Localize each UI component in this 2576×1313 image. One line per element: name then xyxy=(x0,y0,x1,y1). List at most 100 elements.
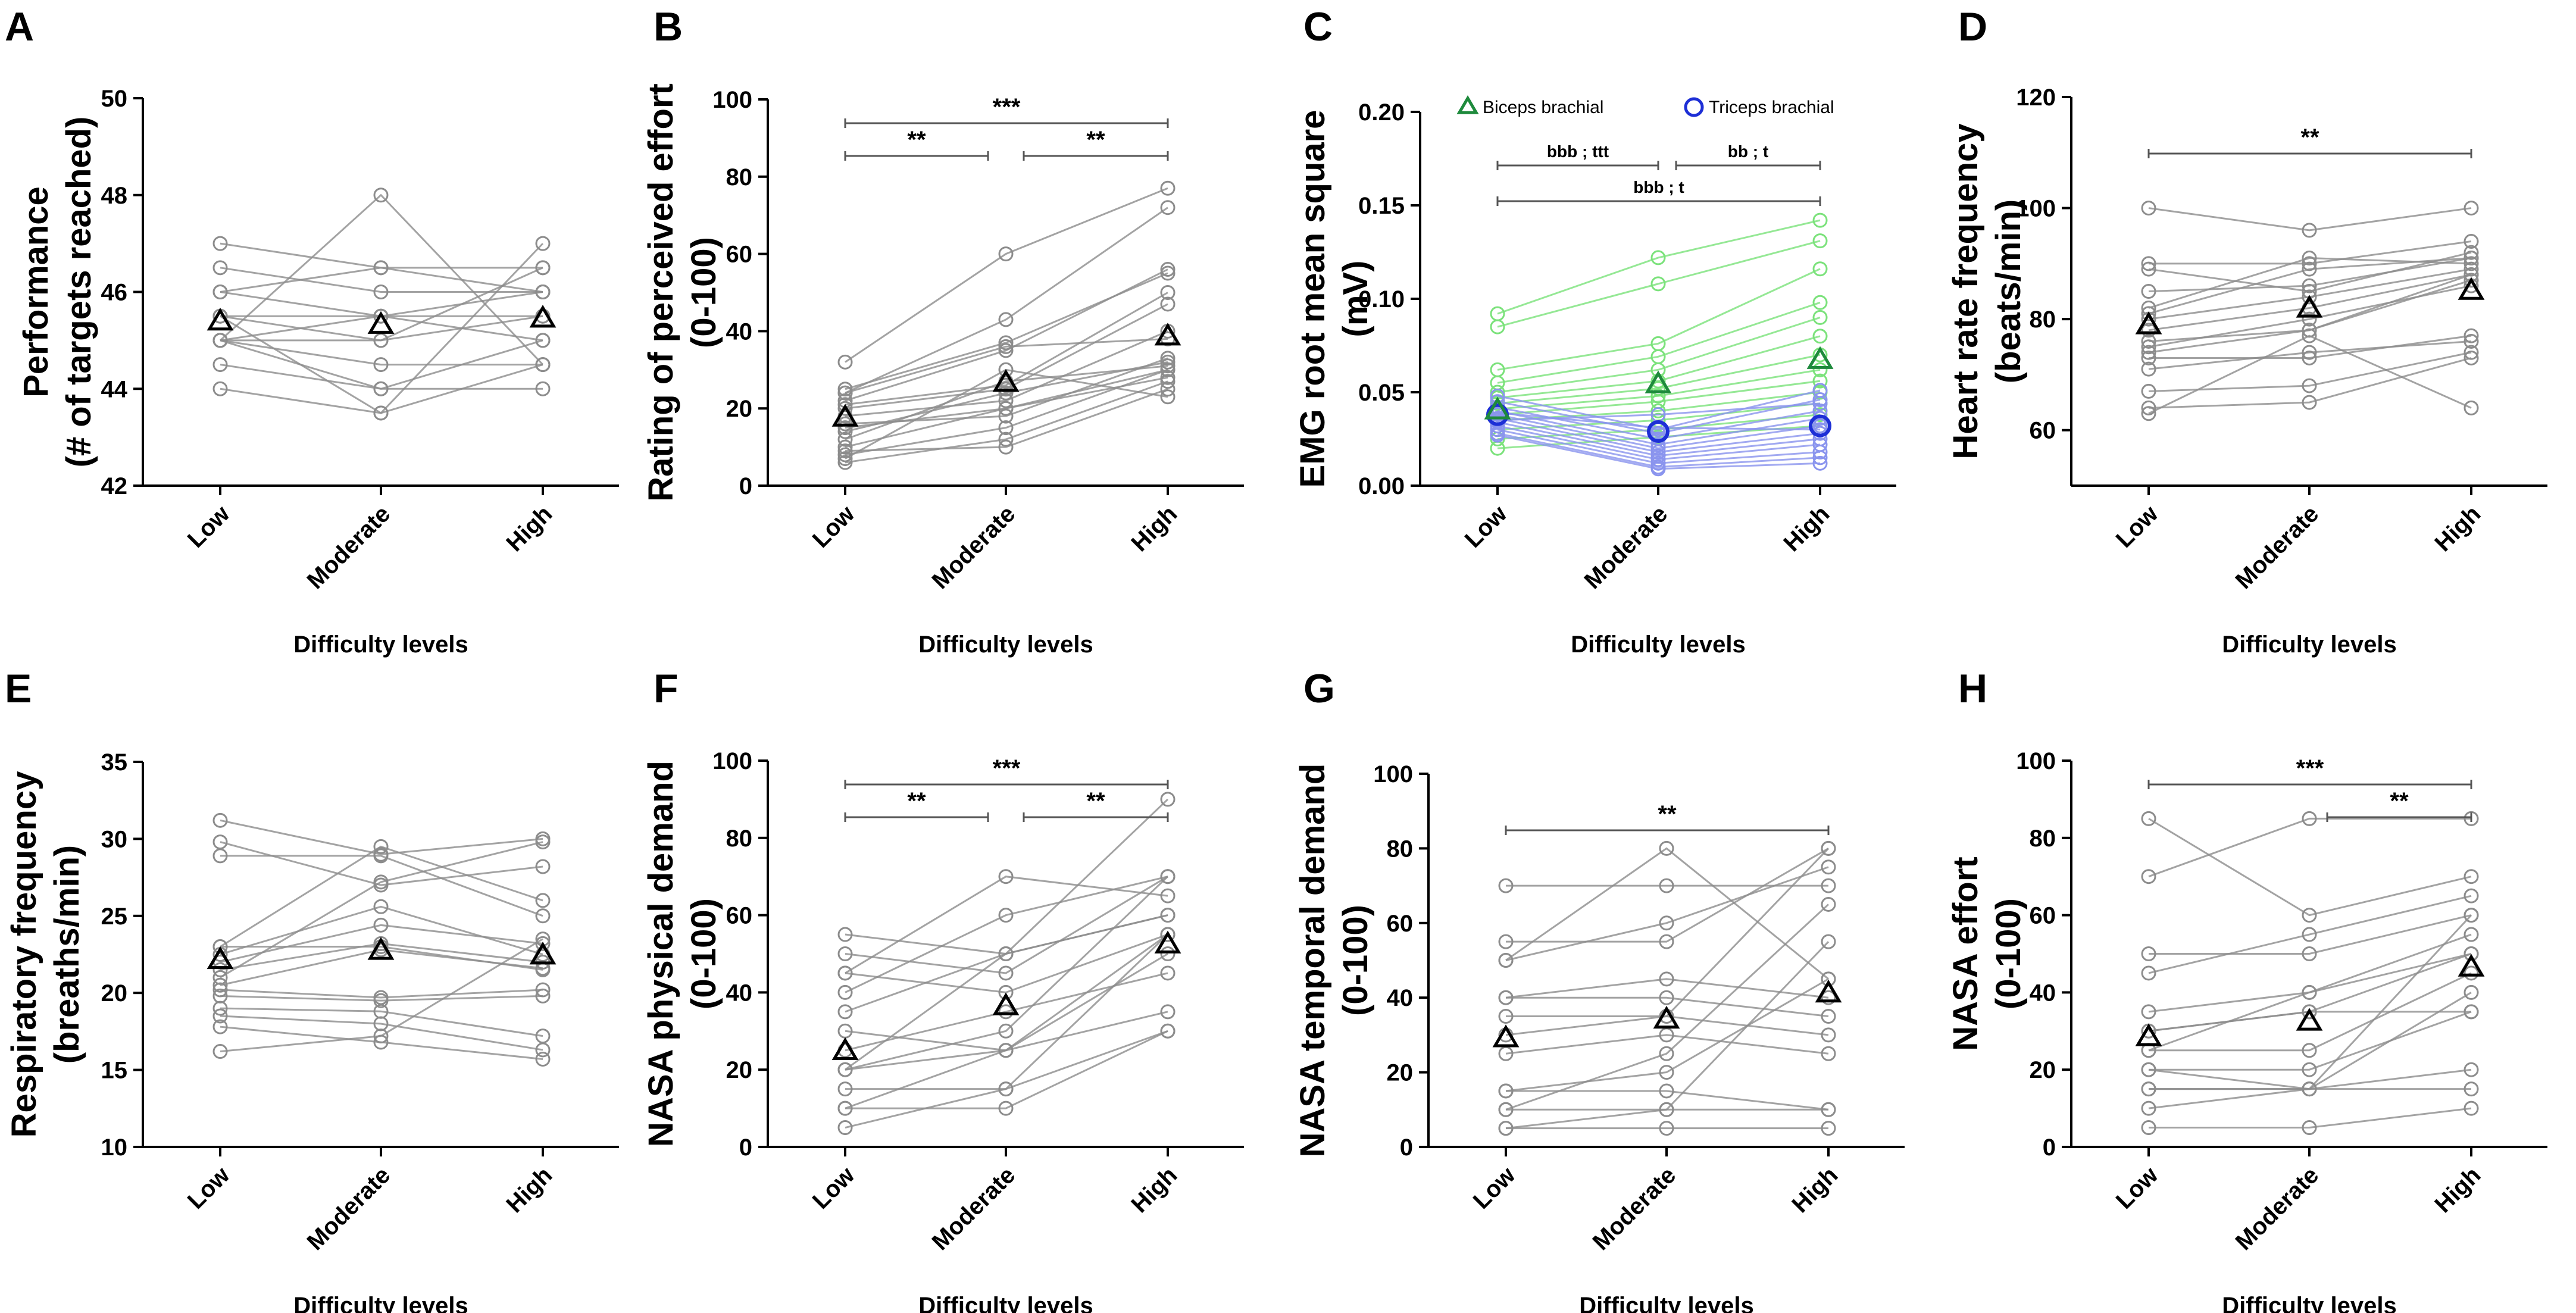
subject-line xyxy=(1497,368,1821,410)
subject-point xyxy=(1160,792,1176,807)
subject-line xyxy=(2149,972,2472,1052)
subject-line xyxy=(1497,421,1821,457)
subject-point xyxy=(535,260,551,276)
subject-point xyxy=(1812,329,1828,344)
subject-point xyxy=(1821,1102,1836,1117)
panel-D: D Heart rate frequency (beats/min) 60 80 100 1… xyxy=(1946,4,2547,658)
subject-point xyxy=(2464,908,2479,923)
subject-point xyxy=(2141,383,2156,399)
panel-C: C EMG root mean square (mV) 0.00 0.05 0.10 0.1… xyxy=(1293,4,1896,658)
panel-B: B Rating of perceived effort (0-100) 0 20 40 6… xyxy=(642,4,1244,658)
subject-line xyxy=(1497,432,1821,468)
subject-point xyxy=(998,312,1014,327)
subject-point xyxy=(2464,273,2479,288)
subject-point xyxy=(535,381,551,396)
subject-line xyxy=(1497,429,1821,464)
x-tick-label: Low xyxy=(1460,501,1512,553)
mean-marker xyxy=(2296,1008,2323,1031)
panel-A: A Performance (# of targets reached)42 44 46… xyxy=(5,4,619,658)
subject-point xyxy=(1160,1004,1176,1020)
subject-point xyxy=(2141,323,2156,338)
x-axis-title: Difficulty levels xyxy=(918,1293,1093,1313)
subject-point xyxy=(1812,407,1828,423)
mean-marker xyxy=(1806,346,1834,369)
subject-line xyxy=(845,207,1168,394)
subject-point xyxy=(2464,984,2479,1000)
subject-point xyxy=(212,962,228,977)
subject-line xyxy=(1497,414,1821,449)
subject-point xyxy=(837,927,853,942)
subject-point xyxy=(1812,450,1828,465)
subject-point xyxy=(998,339,1014,354)
subject-point xyxy=(2464,245,2479,260)
subject-point xyxy=(998,362,1014,377)
subject-point xyxy=(2302,350,2317,365)
subject-line xyxy=(2148,251,2472,293)
legend-marker xyxy=(1456,95,1479,114)
subject-point xyxy=(373,1028,389,1044)
y-axis-label: (0-100) xyxy=(1336,905,1375,1016)
y-tick-label: 0.10 xyxy=(1358,286,1405,312)
subject-line xyxy=(220,819,543,855)
mean-marker xyxy=(831,1037,859,1060)
subject-point xyxy=(1821,896,1836,912)
subject-point xyxy=(2464,251,2479,266)
subject-point xyxy=(2464,1004,2479,1020)
subject-point xyxy=(535,859,551,874)
subject-line xyxy=(1497,417,1821,453)
subject-point xyxy=(373,187,389,203)
subject-point xyxy=(2302,1120,2317,1136)
subject-line xyxy=(845,368,1168,456)
subject-point xyxy=(837,439,853,455)
y-axis-label: (0-100) xyxy=(1989,898,2028,1009)
mean-marker xyxy=(2296,295,2323,318)
subject-line xyxy=(2148,334,2472,415)
subject-point xyxy=(1160,965,1176,981)
subject-point xyxy=(2464,811,2479,826)
x-tick-label: High xyxy=(501,501,557,557)
subject-point xyxy=(212,260,228,276)
subject-point xyxy=(212,848,228,864)
mean-marker xyxy=(1653,1005,1680,1029)
subject-line xyxy=(2149,1107,2472,1129)
subject-point xyxy=(2302,323,2317,338)
subject-line xyxy=(845,876,1168,974)
subject-point xyxy=(2302,289,2317,305)
subject-line xyxy=(2148,895,2472,974)
y-axis-label: Performance xyxy=(17,186,55,398)
subject-point xyxy=(2302,256,2317,271)
subject-line xyxy=(1505,1108,1828,1130)
subject-point xyxy=(2464,256,2479,271)
significance-label: bbb ; ttt xyxy=(1547,142,1609,161)
y-tick-label: 15 xyxy=(101,1058,128,1084)
x-axis-title: Difficulty levels xyxy=(293,1293,468,1313)
subject-line xyxy=(2148,351,2472,392)
subject-point xyxy=(2141,1062,2156,1077)
subject-point xyxy=(2464,869,2479,884)
subject-line xyxy=(1505,847,1829,980)
significance-label: bbb ; t xyxy=(1633,178,1684,196)
y-tick-label: 44 xyxy=(101,376,128,402)
subject-point xyxy=(837,397,853,412)
subject-point xyxy=(1490,319,1505,334)
subject-point xyxy=(2141,406,2156,421)
subject-point xyxy=(373,839,389,854)
subject-line xyxy=(1506,848,1830,1018)
subject-point xyxy=(1812,362,1828,377)
x-tick-label: Moderate xyxy=(1580,501,1673,594)
subject-line xyxy=(220,267,543,293)
subject-line xyxy=(220,339,543,366)
subject-line xyxy=(2148,1088,2471,1109)
mean-marker xyxy=(1154,323,1181,346)
x-tick-label: High xyxy=(1126,1162,1182,1218)
subject-point xyxy=(837,432,853,447)
subject-line xyxy=(845,876,1168,974)
subject-point xyxy=(2141,350,2156,365)
mean-marker xyxy=(529,305,557,328)
subject-point xyxy=(1160,1023,1176,1039)
subject-point xyxy=(998,393,1014,408)
subject-point xyxy=(2141,339,2156,355)
panel-letter: F xyxy=(654,666,679,711)
subject-point xyxy=(373,848,389,864)
y-tick-label: 40 xyxy=(2030,980,2056,1006)
